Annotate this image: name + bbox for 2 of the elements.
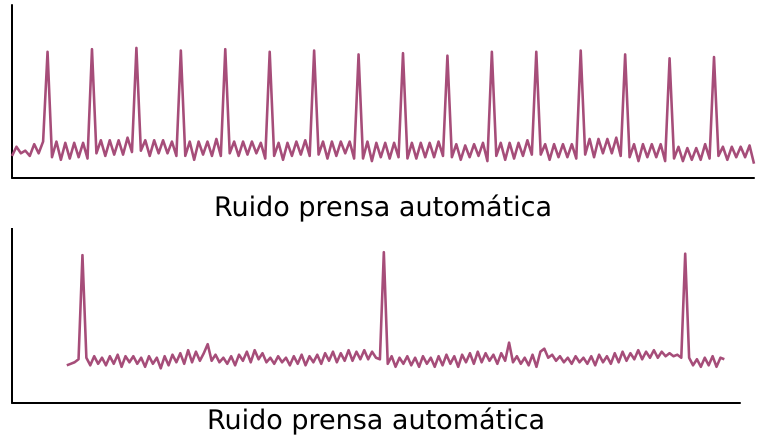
x-axis-title: Ruido prensa automática	[206, 405, 546, 436]
x-axis-title: Ruido prensa automática	[214, 192, 552, 223]
